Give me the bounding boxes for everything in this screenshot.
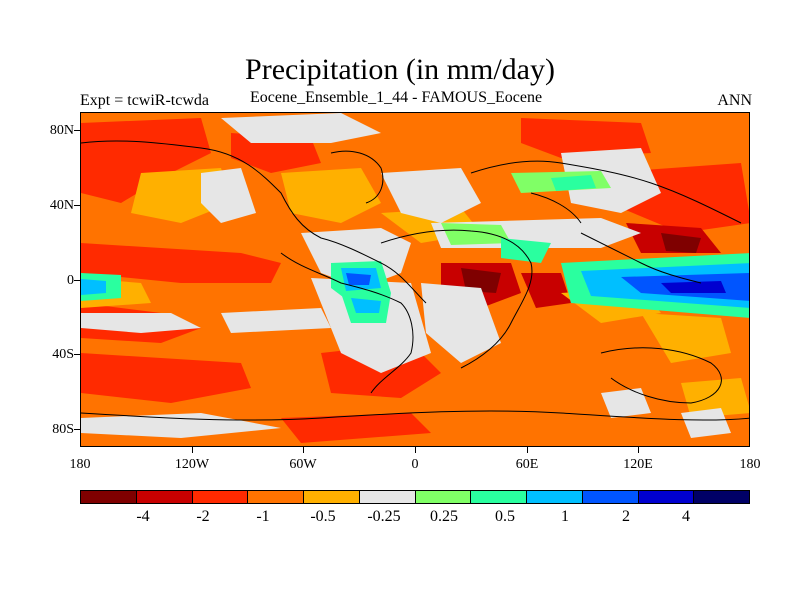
precipitation-map [80, 112, 750, 447]
colorbar-label: 4 [682, 508, 690, 525]
colorbar-swatch [527, 491, 583, 503]
tick [74, 130, 80, 131]
lon-label-180w: 180 [69, 457, 91, 472]
map-canvas [81, 113, 749, 446]
colorbar-label: -0.5 [310, 508, 336, 525]
lat-label-80s: 80S [52, 422, 74, 437]
tick [638, 447, 639, 453]
lon-label-60w: 60W [289, 457, 317, 472]
tick [74, 205, 80, 206]
lon-label-180e: 180 [739, 457, 761, 472]
colorbar-swatch [638, 491, 695, 503]
colorbar-label: 2 [622, 508, 630, 525]
colorbar-swatch [81, 491, 137, 503]
lon-label-60e: 60E [515, 457, 539, 472]
colorbar-label: -1 [256, 508, 270, 525]
colorbar-label: 0.5 [495, 508, 515, 525]
lat-label-0: 0 [67, 273, 74, 288]
colorbar-swatch [359, 491, 416, 503]
lon-label-120e: 120E [623, 457, 653, 472]
colorbar-label: -2 [196, 508, 210, 525]
colorbar-swatch [694, 491, 749, 503]
tick [415, 447, 416, 453]
tick [527, 447, 528, 453]
colorbar-swatch [471, 491, 527, 503]
tick [303, 447, 304, 453]
tick [74, 280, 80, 281]
colorbar [80, 490, 750, 504]
tick [74, 354, 80, 355]
colorbar-swatch [415, 491, 472, 503]
colorbar-label: -0.25 [367, 508, 401, 525]
lon-label-120w: 120W [174, 457, 210, 472]
colorbar-label: 1 [561, 508, 569, 525]
lat-label-40n: 40N [49, 198, 74, 213]
colorbar-swatch [192, 491, 249, 503]
colorbar-label: 0.25 [430, 508, 458, 525]
colorbar-swatch [136, 491, 193, 503]
lat-label-80n: 80N [49, 123, 74, 138]
tick [74, 429, 80, 430]
colorbar-swatch [304, 491, 360, 503]
lon-label-0: 0 [411, 457, 419, 472]
colorbar-swatch [248, 491, 304, 503]
tick [192, 447, 193, 453]
wetting-regions [81, 171, 749, 323]
coastlines [81, 140, 749, 421]
ensemble-label: Eocene_Ensemble_1_44 - FAMOUS_Eocene [250, 89, 543, 106]
lat-label-40s: 40S [52, 347, 74, 362]
map-title: Precipitation (in mm/day) [245, 53, 555, 86]
colorbar-label: -4 [136, 508, 150, 525]
season-label: ANN [717, 92, 752, 109]
experiment-label: Expt = tcwiR-tcwda [80, 92, 209, 109]
colorbar-swatch [582, 491, 639, 503]
